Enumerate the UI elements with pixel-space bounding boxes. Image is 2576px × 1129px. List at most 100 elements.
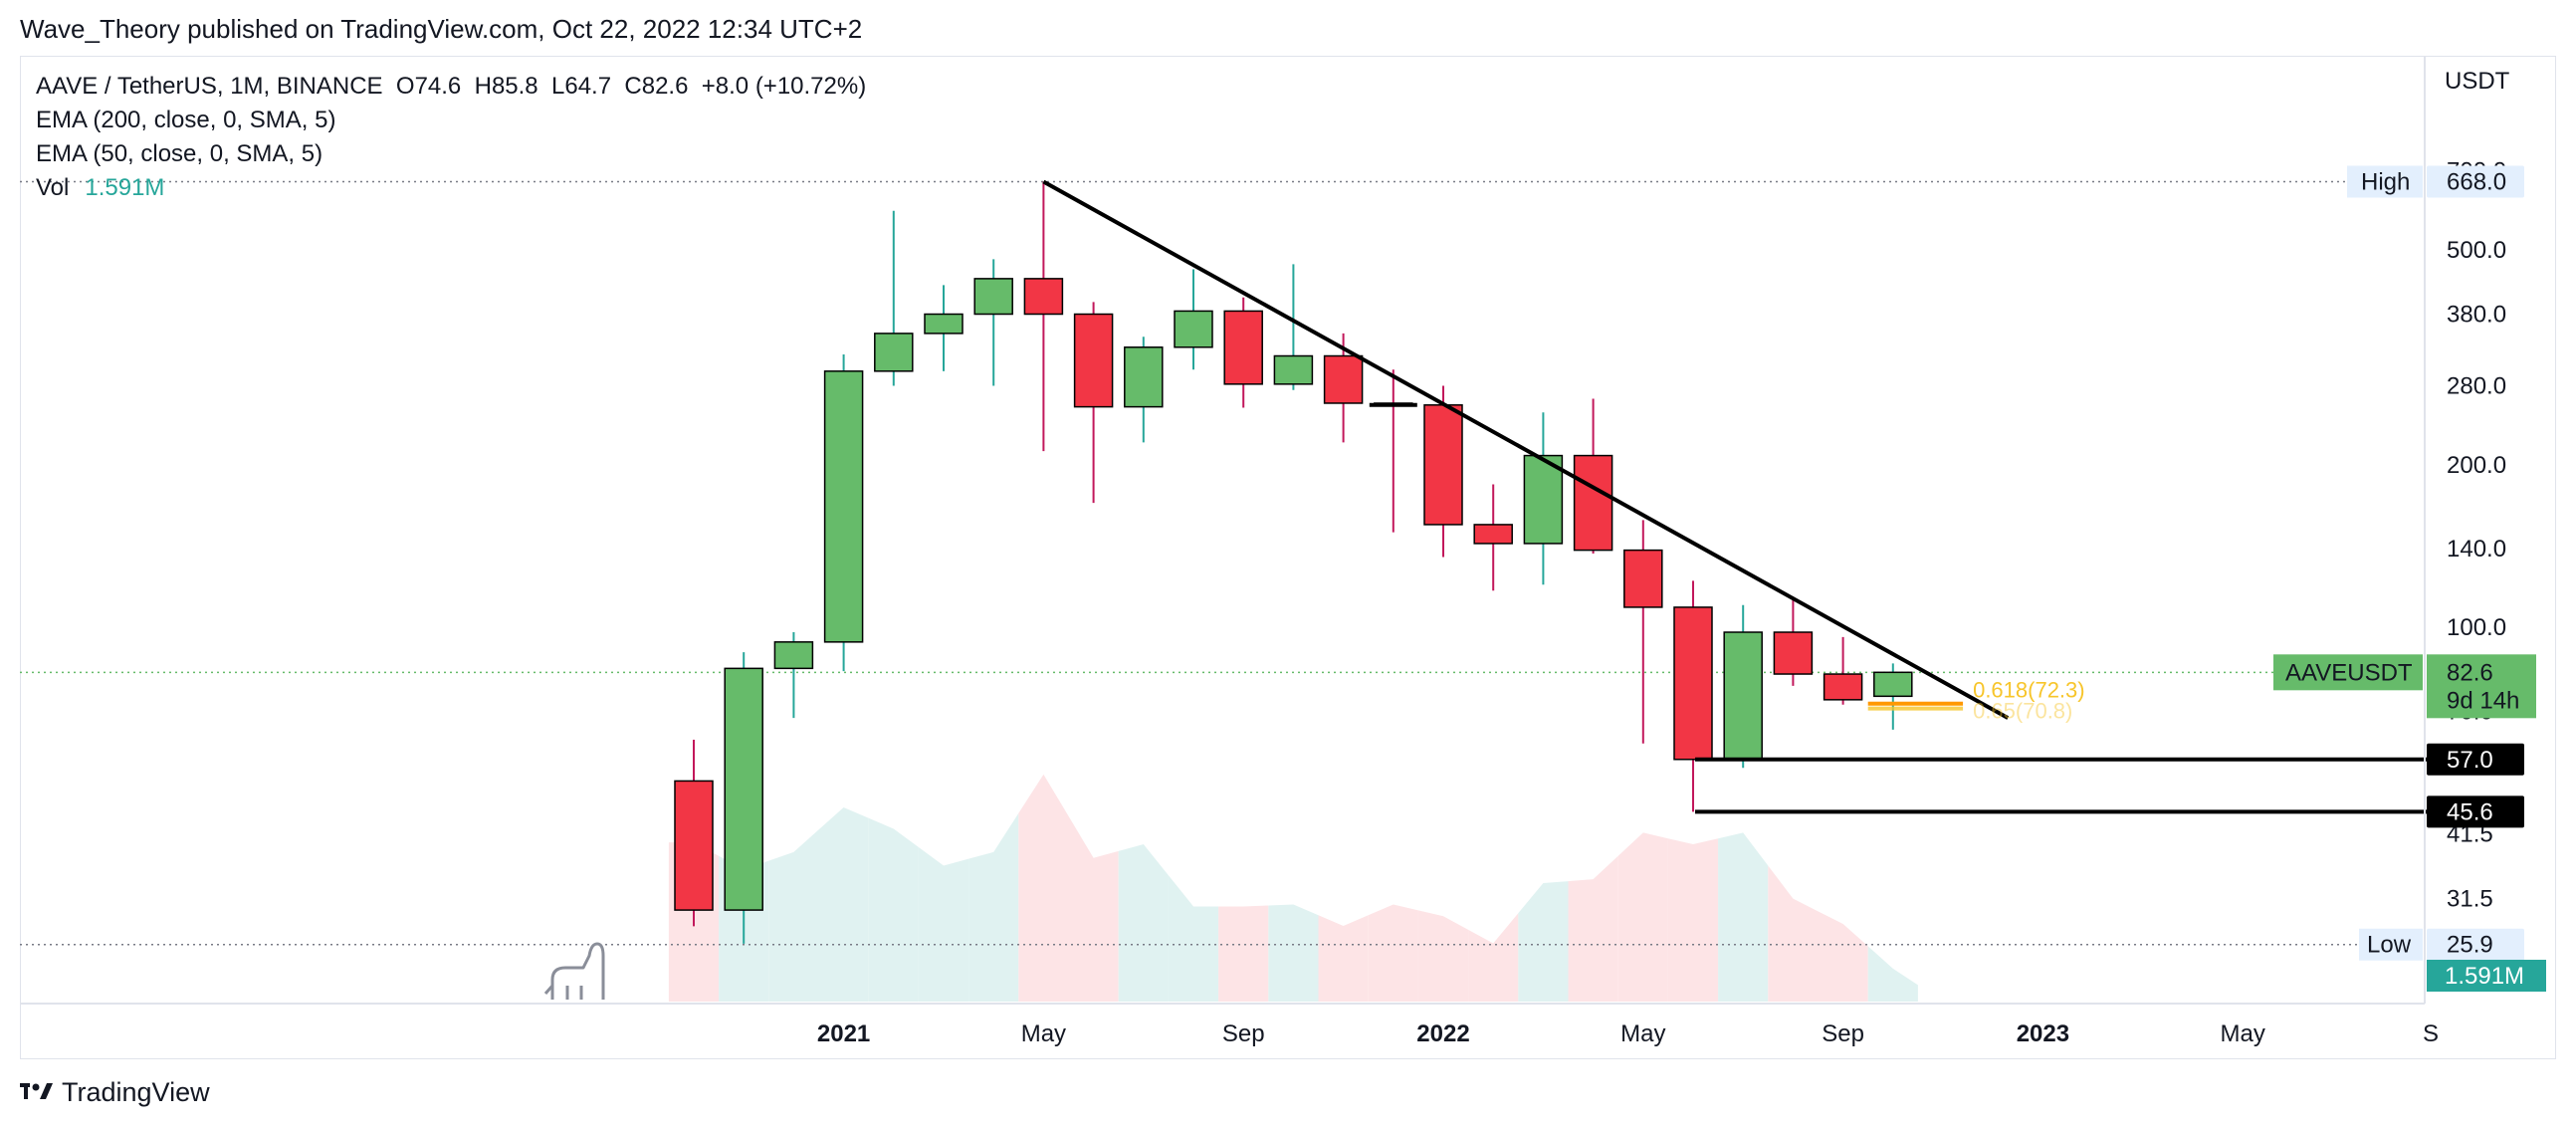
candle-body bbox=[1323, 354, 1364, 404]
legend-volume: Vol 1.591M bbox=[36, 171, 866, 205]
publisher-line: Wave_Theory published on TradingView.com… bbox=[20, 14, 863, 44]
volume-segment bbox=[1318, 915, 1369, 1002]
volume-segment bbox=[918, 846, 969, 1002]
candle-body bbox=[874, 333, 914, 372]
fib-label-faded: 0.65(70.8) bbox=[1973, 699, 2072, 724]
high-tag-bg bbox=[2347, 165, 2423, 198]
volume-segment bbox=[1368, 904, 1418, 1002]
candle-body bbox=[1273, 354, 1314, 385]
low-tag-bg bbox=[2359, 928, 2423, 961]
x-tick-label: 2021 bbox=[817, 1020, 870, 1047]
candle-body bbox=[1623, 549, 1663, 608]
dino-icon bbox=[543, 942, 605, 1000]
high-tag-value-bg bbox=[2427, 165, 2524, 198]
candle-body bbox=[1723, 631, 1763, 761]
volume-segment bbox=[1718, 832, 1769, 1002]
symbol-tag: AAVEUSDT bbox=[2285, 659, 2413, 686]
support-tag-57: 57.0 bbox=[2447, 747, 2493, 774]
fib-label: 0.618(72.3) bbox=[1973, 678, 2085, 703]
candle-body bbox=[1223, 310, 1263, 385]
candle-body bbox=[1124, 346, 1164, 408]
volume-segment bbox=[1768, 865, 1819, 1002]
low-tag-value: 25.9 bbox=[2447, 932, 2493, 959]
candle-body bbox=[724, 667, 763, 911]
volume-segment bbox=[768, 829, 819, 1002]
low-tag-value-bg bbox=[2427, 928, 2524, 961]
candle-body bbox=[773, 641, 814, 670]
volume-segment bbox=[1268, 904, 1319, 1002]
x-tick-label: 2023 bbox=[2017, 1020, 2069, 1047]
candle-body bbox=[1174, 310, 1213, 348]
support-tag-45: 45.6 bbox=[2447, 798, 2493, 825]
volume-tag: 1.591M bbox=[2445, 963, 2524, 990]
annotations: 0.65(70.8)0.618(72.3) bbox=[1042, 179, 2429, 814]
volume-segment bbox=[1568, 855, 1618, 1002]
volume-area bbox=[668, 774, 1918, 1002]
symbol-tag-bg bbox=[2273, 654, 2423, 691]
x-tick-label: May bbox=[1620, 1020, 1665, 1047]
volume-segment bbox=[1218, 905, 1269, 1002]
x-tick-label: May bbox=[2221, 1020, 2265, 1047]
x-tick-label: Sep bbox=[1222, 1020, 1265, 1047]
volume-tag-bg bbox=[2427, 960, 2546, 992]
legend-ema200: EMA (200, close, 0, SMA, 5) bbox=[36, 107, 336, 133]
y-tick-label: 500.0 bbox=[2447, 237, 2506, 264]
volume-segment bbox=[1168, 875, 1219, 1002]
candle-body bbox=[973, 278, 1013, 316]
x-tick-label: S bbox=[2423, 1020, 2439, 1047]
candle-body bbox=[1773, 631, 1814, 675]
y-tick-label: 380.0 bbox=[2447, 302, 2506, 329]
x-tick-label: Sep bbox=[1822, 1020, 1864, 1047]
volume-segment bbox=[1818, 911, 1868, 1002]
chart-legend: AAVE / TetherUS, 1M, BINANCE O74.6 H85.8… bbox=[36, 70, 866, 205]
high-tag-value: 668.0 bbox=[2447, 169, 2506, 196]
candles bbox=[674, 181, 1913, 944]
candle-body bbox=[1873, 671, 1913, 698]
volume-segment bbox=[1518, 881, 1569, 1002]
volume-segment bbox=[1468, 913, 1519, 1002]
volume-segment bbox=[1617, 832, 1668, 1002]
candle-body bbox=[1423, 404, 1463, 526]
y-tick-label: 31.5 bbox=[2447, 886, 2493, 913]
axis-currency: USDT bbox=[2445, 68, 2510, 95]
last-price-value: 82.6 bbox=[2447, 659, 2493, 686]
chart-frame bbox=[20, 56, 2556, 1059]
volume-segment bbox=[1867, 946, 1918, 1002]
downtrend-line bbox=[1042, 179, 2010, 720]
countdown-value: 9d 14h bbox=[2447, 687, 2519, 714]
volume-segment bbox=[1667, 838, 1719, 1002]
tradingview-logo[interactable]: TradingView bbox=[20, 1077, 210, 1108]
y-tick-label: 200.0 bbox=[2447, 452, 2506, 479]
legend-vol-value: 1.591M bbox=[85, 174, 165, 201]
volume-segment bbox=[1068, 815, 1119, 1002]
candle-body bbox=[1073, 313, 1114, 408]
x-tick-label: May bbox=[1021, 1020, 1066, 1047]
support-tag-45-bg bbox=[2427, 795, 2524, 828]
candle-body bbox=[1823, 673, 1863, 701]
candle-body bbox=[1523, 454, 1564, 545]
candle-body bbox=[1573, 454, 1613, 552]
volume-segment bbox=[868, 817, 919, 1002]
last-price-tag-bg bbox=[2427, 654, 2536, 719]
high-tag-label: High bbox=[2361, 169, 2410, 196]
low-tag-label: Low bbox=[2367, 932, 2412, 959]
dino-icon-path bbox=[543, 942, 605, 1000]
x-tick-label: 2022 bbox=[1416, 1020, 1469, 1047]
volume-segment bbox=[968, 812, 1019, 1002]
legend-ema50: EMA (50, close, 0, SMA, 5) bbox=[36, 140, 323, 167]
support-tag-57-bg bbox=[2427, 743, 2524, 776]
candle-body bbox=[924, 313, 964, 335]
legend-symbol-line: AAVE / TetherUS, 1M, BINANCE O74.6 H85.8… bbox=[36, 73, 867, 100]
y-tick-label: 100.0 bbox=[2447, 614, 2506, 641]
candle-body bbox=[1673, 606, 1713, 761]
volume-segment bbox=[1417, 910, 1469, 1002]
volume-segment bbox=[818, 807, 869, 1002]
candle-body bbox=[1473, 524, 1513, 545]
volume-segment bbox=[1018, 774, 1069, 1002]
y-tick-label: 280.0 bbox=[2447, 373, 2506, 400]
reference-lines bbox=[20, 180, 2425, 946]
footer-brand: TradingView bbox=[62, 1077, 210, 1107]
candle-body bbox=[823, 370, 864, 643]
legend-vol-label: Vol bbox=[36, 174, 70, 201]
